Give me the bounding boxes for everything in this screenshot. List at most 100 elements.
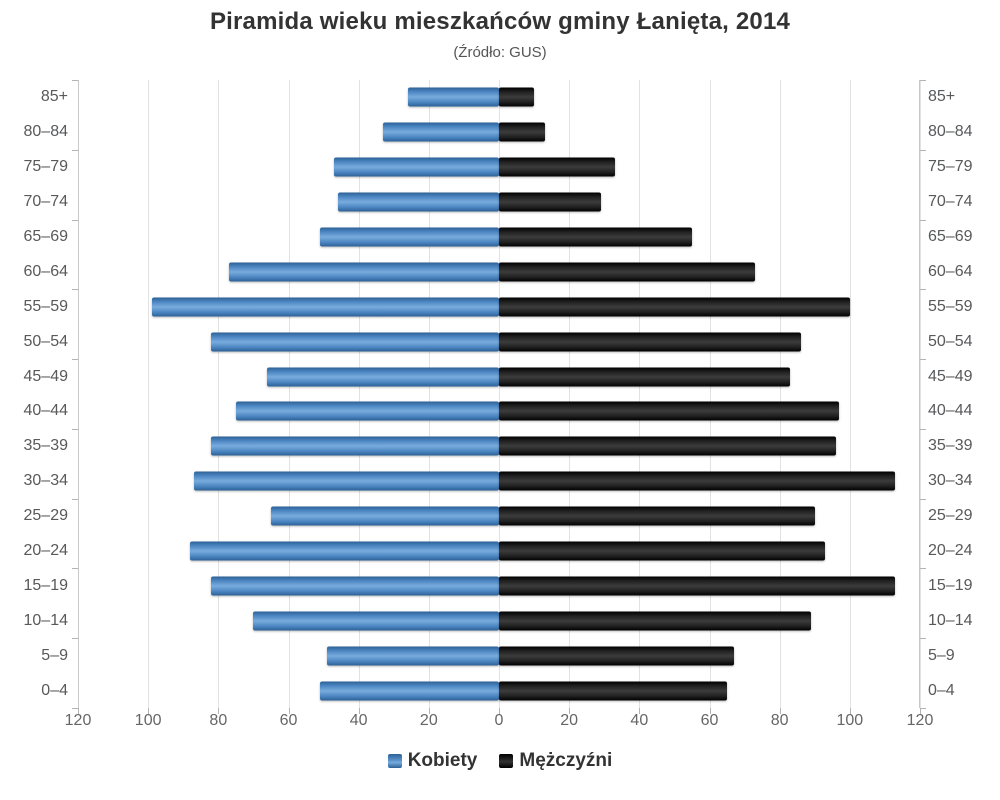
pyramid-row xyxy=(78,80,920,115)
category-label: 0–4 xyxy=(928,681,955,699)
y-axis-tick xyxy=(72,428,78,430)
pyramid-row xyxy=(78,324,920,359)
category-label: 80–84 xyxy=(23,123,69,141)
gridline xyxy=(920,80,921,708)
category-label: 30–34 xyxy=(928,472,973,490)
y-axis-tick xyxy=(920,149,926,151)
category-label: 45–49 xyxy=(928,367,973,385)
x-axis-label: 100 xyxy=(134,712,162,729)
legend-item-mezczyzni[interactable]: Mężczyźni xyxy=(499,750,612,772)
pyramid-row xyxy=(78,220,920,255)
category-label: 15–19 xyxy=(23,576,69,594)
bar-mezczyzni-85+ xyxy=(499,87,535,107)
category-label: 25–29 xyxy=(928,507,973,525)
category-label: 35–39 xyxy=(928,437,973,455)
x-axis-label: 0 xyxy=(494,712,504,729)
y-axis-tick xyxy=(920,568,926,570)
category-label: 75–79 xyxy=(23,158,69,176)
x-axis-label: 20 xyxy=(419,712,438,729)
kobiety-swatch-icon xyxy=(387,754,402,768)
bar-kobiety-65–69 xyxy=(320,227,499,247)
category-label: 85+ xyxy=(40,88,68,106)
bar-mezczyzni-45–49 xyxy=(499,367,791,387)
pyramid-row xyxy=(78,115,920,150)
pyramid-row xyxy=(78,185,920,220)
bars-layer xyxy=(78,80,920,708)
category-label: 55–59 xyxy=(928,297,973,315)
gridline xyxy=(288,80,290,708)
category-label: 75–79 xyxy=(928,158,973,176)
bar-mezczyzni-25–29 xyxy=(499,506,815,526)
chart-title: Piramida wieku mieszkańców gminy Łanięta… xyxy=(209,8,791,35)
y-axis-tick xyxy=(72,498,78,500)
pyramid-row xyxy=(78,568,920,603)
x-axis-tick xyxy=(78,708,79,714)
category-label: 10–14 xyxy=(23,611,69,629)
bar-kobiety-30–34 xyxy=(193,471,499,491)
x-axis-tick xyxy=(288,708,290,714)
bar-kobiety-0–4 xyxy=(320,681,499,701)
category-label: 60–64 xyxy=(928,262,973,280)
x-axis-label: 80 xyxy=(770,712,789,729)
bar-kobiety-55–59 xyxy=(151,297,499,317)
xtick-layer xyxy=(78,80,921,714)
y-axis-tick xyxy=(72,80,78,81)
pyramid-row xyxy=(78,394,920,429)
pyramid-row xyxy=(78,638,920,673)
bar-mezczyzni-40–44 xyxy=(499,401,840,421)
x-axis-tick xyxy=(709,708,711,714)
category-label: 20–24 xyxy=(23,541,69,559)
legend: Kobiety Mężczyźni xyxy=(0,750,1000,772)
bar-mezczyzni-80–84 xyxy=(499,122,545,142)
gridline xyxy=(499,80,500,708)
y-axis-tick xyxy=(72,359,78,361)
bar-mezczyzni-5–9 xyxy=(499,646,735,666)
category-label: 5–9 xyxy=(928,646,955,664)
y-axis-tick xyxy=(72,568,78,570)
pyramid-row xyxy=(78,359,920,394)
category-label: 50–54 xyxy=(928,332,973,350)
bar-mezczyzni-50–54 xyxy=(499,332,801,352)
legend-label-mezczyzni: Mężczyźni xyxy=(519,750,613,771)
y-axis-tick xyxy=(920,359,926,361)
x-axis-label: 120 xyxy=(906,712,934,729)
ytick-layer xyxy=(72,80,926,709)
category-label: 35–39 xyxy=(23,437,69,455)
legend-item-kobiety[interactable]: Kobiety xyxy=(387,750,477,772)
y-axis-tick xyxy=(920,219,926,221)
category-label: 30–34 xyxy=(23,472,69,490)
pyramid-row xyxy=(78,150,920,185)
bar-kobiety-50–54 xyxy=(211,332,499,352)
gridline xyxy=(148,80,150,708)
pyramid-row xyxy=(78,464,920,499)
category-label: 85+ xyxy=(928,88,956,106)
x-axis-tick xyxy=(849,708,851,714)
bar-mezczyzni-10–14 xyxy=(499,611,812,631)
y-axis-tick xyxy=(72,219,78,221)
mezczyzni-swatch-icon xyxy=(499,754,514,768)
y-axis-tick xyxy=(920,708,926,709)
category-label: 20–24 xyxy=(928,541,973,559)
bar-kobiety-80–84 xyxy=(383,122,499,142)
right-y-axis-line xyxy=(919,80,920,708)
pyramid-row xyxy=(78,429,920,464)
bar-mezczyzni-55–59 xyxy=(499,297,850,317)
category-label: 50–54 xyxy=(23,332,69,350)
gridline xyxy=(428,80,430,708)
x-axis-tick xyxy=(358,708,360,714)
chart-subtitle: (Źródło: GUS) xyxy=(453,44,547,61)
y-axis-tick xyxy=(72,708,78,709)
bar-kobiety-75–79 xyxy=(334,157,499,177)
x-axis-label: 20 xyxy=(560,712,579,729)
bar-mezczyzni-15–19 xyxy=(499,576,896,596)
bar-mezczyzni-70–74 xyxy=(499,192,601,212)
x-axis-tick xyxy=(920,708,921,714)
x-axis-label: 60 xyxy=(700,712,719,729)
bar-mezczyzni-35–39 xyxy=(499,436,836,456)
left-y-axis-line xyxy=(78,80,79,708)
bar-kobiety-45–49 xyxy=(267,367,499,387)
y-axis-tick xyxy=(72,289,78,291)
pyramid-row xyxy=(78,499,920,534)
x-axis-tick xyxy=(639,708,641,714)
